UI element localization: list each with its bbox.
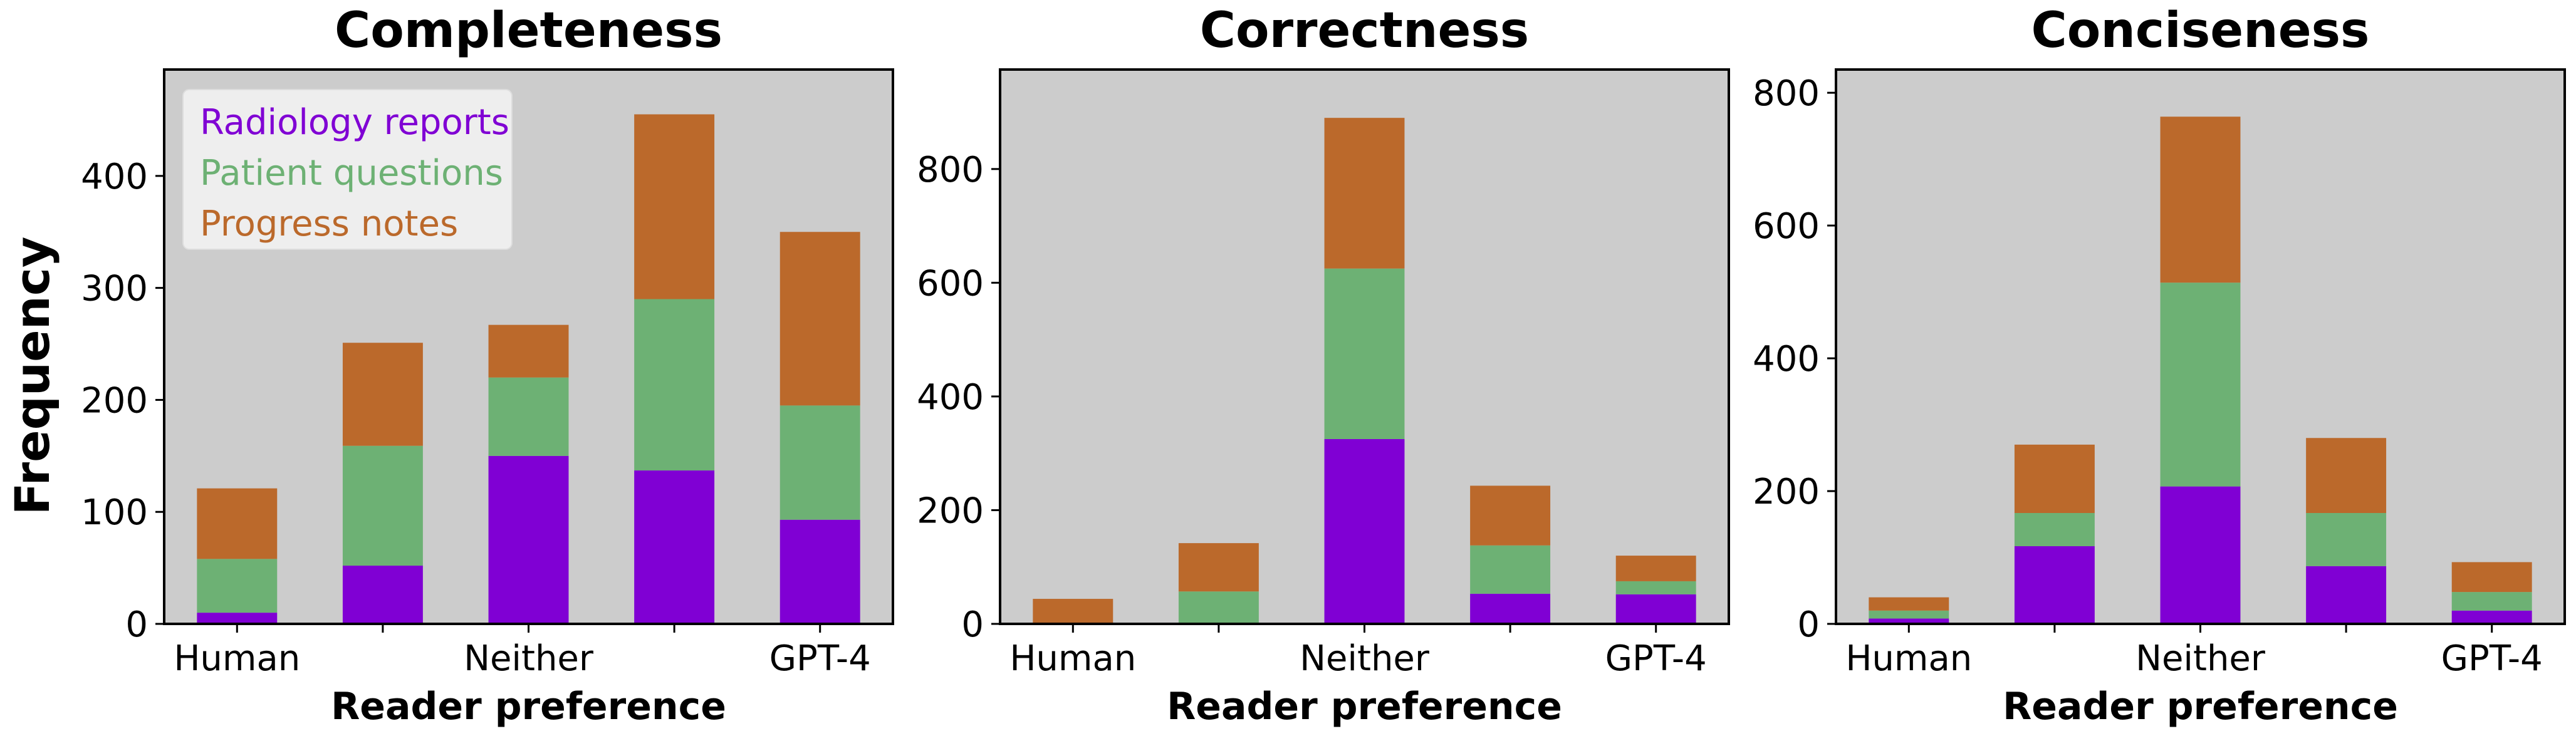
bar-segment (1324, 439, 1405, 624)
chart-title: Correctness (1200, 3, 1529, 59)
bar-segment (2451, 562, 2532, 593)
y-tick-label: 800 (1753, 73, 1820, 114)
x-tick-label: Human (174, 638, 300, 679)
x-tick-label: Human (1845, 638, 1972, 679)
bar-segment (488, 455, 569, 624)
legend-entry: Progress notes (200, 204, 458, 244)
x-tick-label: Human (1009, 638, 1136, 679)
y-tick-label: 600 (917, 263, 984, 304)
bar-segment (488, 324, 569, 378)
bar-segment (780, 405, 860, 520)
bar-segment (342, 445, 423, 566)
bar-segment (1869, 610, 1949, 619)
legend-entry: Patient questions (200, 153, 503, 194)
bar-segment (2014, 444, 2095, 513)
bar-segment (1869, 618, 1949, 624)
x-axis-label: Reader preference (1167, 685, 1562, 728)
bar-segment (634, 470, 715, 624)
y-tick-label: 0 (961, 604, 984, 645)
bar-segment (197, 613, 278, 624)
y-tick-label: 100 (81, 492, 148, 533)
bar-segment (780, 232, 860, 406)
bar-segment (2160, 117, 2241, 283)
bar-segment (342, 566, 423, 624)
bar-segment (2306, 513, 2387, 566)
bar-segment (197, 559, 278, 613)
y-tick-label: 200 (1753, 472, 1820, 512)
x-tick-label: Neither (1300, 638, 1430, 679)
y-tick-label: 400 (917, 377, 984, 418)
x-tick-label: Neither (464, 638, 594, 679)
bar-segment (1178, 543, 1259, 592)
y-tick-label: 200 (81, 380, 148, 421)
y-tick-label: 800 (917, 150, 984, 190)
x-tick-label: GPT-4 (2441, 638, 2543, 679)
bar-segment (1033, 599, 1113, 624)
legend: Radiology reports Patient questions Progre… (182, 89, 513, 250)
bar-segment (2306, 566, 2387, 624)
legend-box (182, 89, 513, 250)
chart-title: Conciseness (2031, 3, 2370, 59)
chart-panel-3: 0 200 400 600 800 Human Neither GPT-4 Concisenes… (1753, 3, 2566, 728)
legend-entry: Radiology reports (200, 102, 509, 143)
bar-segment (488, 377, 569, 456)
bar-segment (1615, 581, 1696, 594)
x-tick-label: GPT-4 (1605, 638, 1707, 679)
bar-segment (197, 488, 278, 559)
y-tick-label: 0 (1797, 604, 1820, 645)
bar-segment (2014, 546, 2095, 624)
bar-segment (2160, 282, 2241, 487)
bar-segment (1615, 556, 1696, 581)
bar-segment (634, 114, 715, 299)
x-tick-label: Neither (2135, 638, 2266, 679)
bar-segment (1869, 597, 1949, 611)
x-axis-label: Reader preference (331, 685, 726, 728)
bar-segment (1470, 593, 1551, 624)
chart-panel-1: 0 100 200 300 400 Human Neither GPT-4 Completene… (81, 3, 894, 728)
bar-segment (1324, 268, 1405, 439)
bar-segment (1615, 594, 1696, 624)
bar-segment (2014, 513, 2095, 546)
x-axis-label: Reader preference (2003, 685, 2398, 728)
y-axis-label: Frequency (4, 237, 60, 516)
chart-panel-2: 0 200 400 600 800 Human Neither GPT-4 Correctnes… (917, 3, 1730, 728)
y-tick-label: 600 (1753, 206, 1820, 247)
bar-segment (2160, 486, 2241, 624)
bar-segment (1178, 591, 1259, 624)
bar-segment (2306, 438, 2387, 513)
x-tick-label: GPT-4 (769, 638, 871, 679)
bar-segment (634, 299, 715, 471)
y-tick-label: 400 (81, 157, 148, 197)
y-tick-label: 200 (917, 490, 984, 531)
y-tick-label: 400 (1753, 339, 1820, 380)
y-tick-label: 300 (81, 269, 148, 309)
bar-segment (342, 343, 423, 446)
bar-segment (1324, 118, 1405, 269)
bar-segment (780, 519, 860, 624)
y-tick-label: 0 (125, 604, 148, 645)
bar-segment (1470, 485, 1551, 546)
bar-segment (2451, 610, 2532, 624)
bar-segment (2451, 592, 2532, 611)
bar-segment (1470, 545, 1551, 594)
chart-title: Completeness (335, 3, 722, 59)
